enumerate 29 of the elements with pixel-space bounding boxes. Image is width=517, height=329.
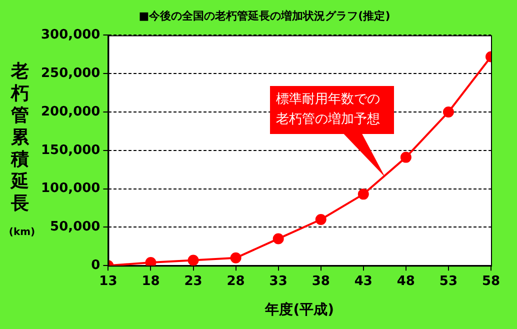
y-tick-label: 150,000 — [40, 142, 100, 158]
y-tick-label: 100,000 — [40, 181, 100, 196]
x-tick-label: 33 — [269, 274, 288, 289]
x-tick-label: 48 — [396, 274, 415, 289]
x-tick-label: 28 — [226, 274, 245, 289]
point — [442, 106, 454, 118]
point — [145, 257, 156, 266]
y-tick-label: 250,000 — [40, 66, 100, 81]
y-tick-label: 50,000 — [50, 220, 100, 235]
annotation: 標準耐用年数での老朽管の増加予想 — [270, 86, 394, 134]
y-tick-label: 0 — [91, 258, 100, 273]
point — [230, 252, 242, 264]
x-tick-label: 58 — [482, 274, 500, 289]
point — [358, 188, 369, 200]
point — [315, 214, 326, 226]
chart-title: ■今後の全国の老朽管延長の増加状況グラフ(推定) — [138, 9, 390, 22]
x-tick-label: 53 — [439, 274, 458, 289]
x-tick-label: 18 — [142, 274, 160, 289]
y-axis-title: 老朽管累積延長(km) — [8, 61, 36, 238]
x-tick-label: 38 — [312, 274, 330, 289]
y-tick-label: 300,000 — [40, 28, 100, 43]
point — [272, 233, 284, 244]
x-tick-label: 43 — [354, 274, 372, 289]
x-tick-label: 23 — [184, 274, 202, 289]
y-tick-label: 200,000 — [40, 104, 100, 120]
point — [188, 254, 199, 266]
x-tick-label: 13 — [99, 274, 118, 289]
x-axis-title: 年度(平成) — [264, 301, 334, 318]
point — [400, 152, 412, 163]
